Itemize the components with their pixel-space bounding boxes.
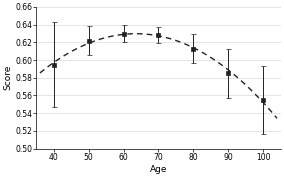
Y-axis label: Score: Score (3, 65, 12, 90)
X-axis label: Age: Age (150, 165, 167, 173)
